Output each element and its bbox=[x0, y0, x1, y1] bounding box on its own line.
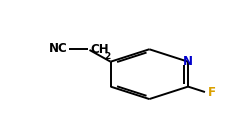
Text: F: F bbox=[208, 86, 216, 99]
Text: N: N bbox=[183, 55, 193, 68]
Text: NC: NC bbox=[49, 42, 68, 55]
Text: CH: CH bbox=[91, 43, 109, 56]
Text: 2: 2 bbox=[104, 52, 110, 61]
